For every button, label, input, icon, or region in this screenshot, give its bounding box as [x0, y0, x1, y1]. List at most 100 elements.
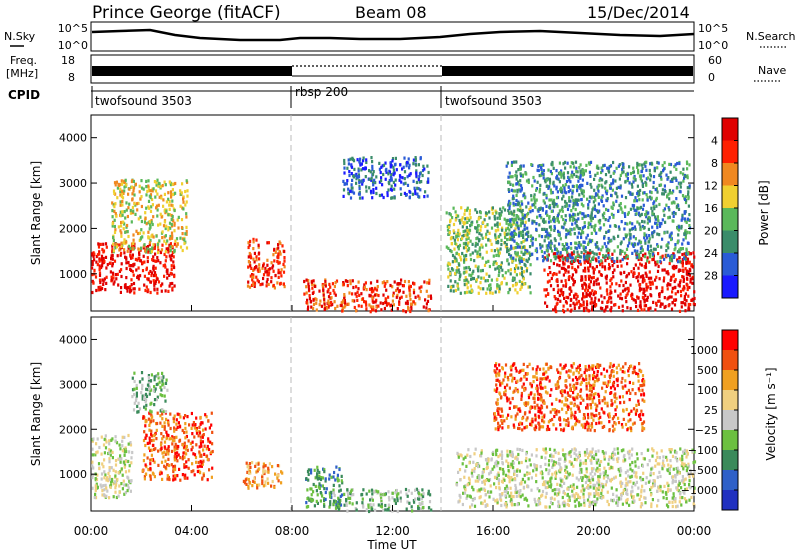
- data-cell: [522, 194, 525, 198]
- data-cell: [668, 191, 672, 195]
- data-cell: [491, 206, 494, 210]
- data-cell: [315, 298, 318, 302]
- data-cell: [530, 488, 533, 492]
- data-cell: [362, 167, 365, 171]
- data-cell: [159, 250, 162, 255]
- data-cell: [457, 247, 460, 251]
- data-cell: [531, 242, 534, 246]
- data-cell: [464, 209, 467, 213]
- data-cell: [399, 163, 402, 167]
- data-cell: [121, 210, 124, 214]
- data-cell: [160, 446, 163, 450]
- data-cell: [359, 157, 362, 161]
- data-cell: [629, 171, 632, 176]
- data-cell: [370, 176, 373, 180]
- data-cell: [644, 252, 647, 256]
- data-cell: [494, 237, 498, 241]
- data-cell: [546, 280, 549, 284]
- data-cell: [417, 489, 420, 493]
- data-cell: [610, 306, 613, 310]
- data-cell: [624, 256, 627, 260]
- data-cell: [604, 190, 608, 194]
- data-cell: [606, 247, 609, 251]
- data-cell: [574, 202, 577, 206]
- data-cell: [605, 249, 608, 253]
- data-cell: [328, 301, 331, 305]
- data-cell: [198, 464, 202, 468]
- data-cell: [156, 411, 159, 415]
- data-cell: [683, 286, 686, 290]
- data-cell: [521, 173, 524, 177]
- data-cell: [485, 250, 488, 254]
- data-cell: [475, 278, 478, 282]
- data-cell: [567, 245, 570, 250]
- data-cell: [539, 246, 542, 250]
- colorbar-tick-label: 12: [704, 180, 718, 193]
- data-cell: [683, 217, 687, 221]
- data-cell: [476, 251, 479, 256]
- data-cell: [264, 266, 267, 270]
- data-cell: [586, 288, 589, 292]
- data-cell: [93, 495, 96, 500]
- data-cell: [98, 257, 101, 261]
- data-cell: [351, 299, 354, 303]
- data-cell: [535, 250, 539, 254]
- data-cell: [344, 182, 347, 186]
- data-cell: [553, 224, 556, 229]
- data-cell: [667, 192, 670, 196]
- data-cell: [310, 280, 313, 284]
- data-cell: [133, 379, 136, 384]
- data-cell: [680, 261, 683, 265]
- data-cell: [523, 262, 526, 266]
- data-cell: [276, 259, 279, 264]
- data-cell: [112, 276, 115, 280]
- data-cell: [420, 497, 423, 501]
- data-cell: [686, 217, 689, 221]
- data-cell: [476, 242, 479, 246]
- data-cell: [330, 490, 333, 494]
- data-cell: [671, 211, 674, 215]
- data-cell: [159, 421, 162, 425]
- data-cell: [383, 306, 386, 311]
- data-cell: [681, 264, 684, 268]
- data-cell: [190, 448, 193, 452]
- data-cell: [117, 225, 120, 229]
- data-cell: [315, 499, 318, 503]
- data-cell: [114, 212, 117, 216]
- data-cell: [512, 246, 515, 250]
- data-cell: [385, 300, 388, 304]
- data-cell: [162, 224, 166, 228]
- data-cell: [122, 479, 125, 483]
- data-cell: [307, 285, 310, 289]
- data-cell: [265, 270, 269, 274]
- data-cell: [591, 195, 594, 199]
- data-cell: [558, 490, 561, 494]
- data-cell: [280, 481, 283, 485]
- data-cell: [157, 203, 160, 207]
- data-cell: [167, 226, 170, 230]
- data-cell: [506, 250, 509, 254]
- data-cell: [412, 162, 415, 166]
- data-cell: [569, 232, 572, 236]
- data-cell: [560, 189, 563, 194]
- data-cell: [609, 164, 613, 168]
- data-cell: [495, 253, 498, 257]
- data-cell: [403, 170, 407, 174]
- data-cell: [507, 269, 510, 273]
- data-cell: [572, 278, 575, 282]
- data-cell: [553, 255, 556, 259]
- data-cell: [146, 383, 150, 387]
- data-cell: [684, 195, 687, 199]
- data-cell: [632, 180, 635, 184]
- data-cell: [166, 276, 169, 280]
- data-cell: [649, 244, 652, 248]
- data-cell: [652, 252, 655, 256]
- data-cell: [556, 217, 559, 221]
- data-cell: [100, 254, 104, 258]
- data-cell: [348, 170, 351, 174]
- data-cell: [169, 190, 173, 194]
- data-cell: [637, 296, 640, 300]
- data-cell: [461, 234, 464, 239]
- data-cell: [448, 225, 451, 230]
